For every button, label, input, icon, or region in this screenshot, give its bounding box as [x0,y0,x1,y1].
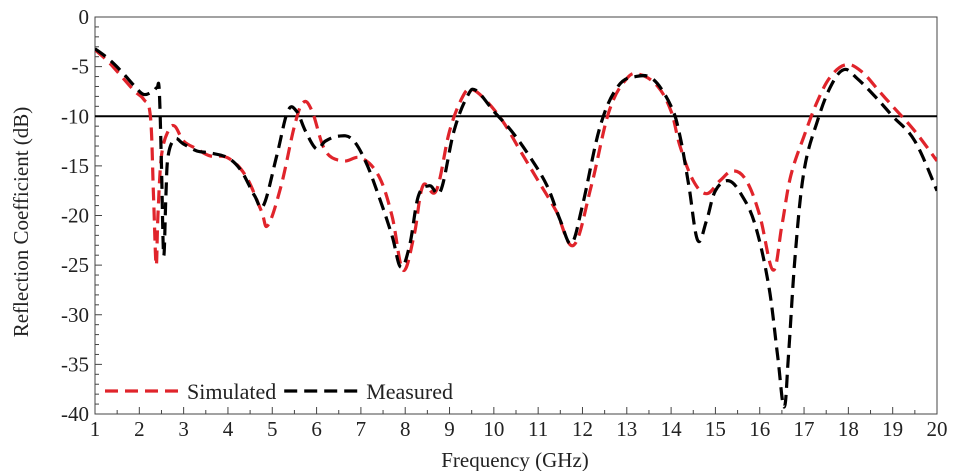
x-tick-label: 7 [356,417,367,441]
x-tick-label: 9 [444,417,455,441]
x-tick-label: 14 [661,417,683,441]
x-tick-label: 15 [705,417,726,441]
plot-frame [94,16,938,415]
x-tick-label: 11 [528,417,548,441]
y-tick-label: -10 [61,104,89,128]
y-axis-title: Reflection Coefficient (dB) [9,107,33,338]
series-line-measured [95,47,937,409]
x-tick-label: 8 [400,417,411,441]
x-tick-label: 3 [178,417,189,441]
x-tick-label: 18 [838,417,859,441]
y-tick-label: -5 [72,55,90,79]
x-axis: 1 2 3 4 5 6 7 8 9 10 11 12 13 14 15 16 17 18 19 20 [90,407,948,441]
x-axis-title: Frequency (GHz) [441,448,589,471]
x-tick-label: 12 [572,417,593,441]
x-tick-label: 1 [90,417,101,441]
x-tick-label: 20 [927,417,948,441]
x-tick-label: 2 [134,417,145,441]
legend-label-measured: Measured [366,379,453,404]
y-tick-label: -35 [61,352,89,376]
x-tick-label: 10 [483,417,504,441]
legend: Simulated Measured [105,379,453,404]
y-tick-label: -40 [61,402,89,426]
y-tick-label: -20 [61,204,89,228]
x-tick-label: 13 [616,417,637,441]
y-tick-label: -30 [61,303,89,327]
legend-label-simulated: Simulated [187,379,276,404]
x-tick-label: 17 [794,417,815,441]
x-tick-label: 4 [223,417,234,441]
x-tick-label: 5 [267,417,278,441]
y-tick-label: -15 [61,154,89,178]
y-tick-label: 0 [79,5,90,29]
series-group [95,47,937,409]
x-tick-label: 19 [882,417,903,441]
series-line-simulated [95,48,937,272]
x-tick-label: 6 [311,417,322,441]
plot-area [94,16,938,415]
y-axis: 0 -5 -10 -15 -20 -25 -30 -35 -40 [61,5,102,426]
y-tick-label: -25 [61,253,89,277]
x-tick-label: 16 [749,417,770,441]
